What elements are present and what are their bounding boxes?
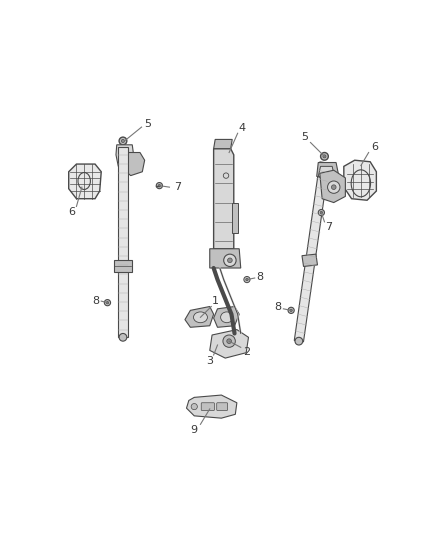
Text: 2: 2 xyxy=(244,347,251,357)
Circle shape xyxy=(321,152,328,160)
Polygon shape xyxy=(116,145,134,168)
Text: 7: 7 xyxy=(325,222,332,232)
Circle shape xyxy=(106,302,109,304)
Text: 6: 6 xyxy=(68,207,75,217)
Text: 5: 5 xyxy=(301,132,308,142)
Polygon shape xyxy=(124,152,145,175)
Text: 9: 9 xyxy=(191,425,198,435)
Polygon shape xyxy=(320,170,346,203)
Polygon shape xyxy=(317,163,339,180)
Ellipse shape xyxy=(194,312,208,322)
Polygon shape xyxy=(69,164,101,199)
Text: 3: 3 xyxy=(206,356,213,366)
Text: 8: 8 xyxy=(256,272,263,282)
Text: 8: 8 xyxy=(274,302,282,312)
Polygon shape xyxy=(185,306,214,327)
Polygon shape xyxy=(187,395,237,418)
Polygon shape xyxy=(214,149,234,249)
Polygon shape xyxy=(210,329,248,358)
Text: 6: 6 xyxy=(371,142,378,152)
FancyBboxPatch shape xyxy=(217,403,228,410)
Circle shape xyxy=(320,212,322,214)
Circle shape xyxy=(216,344,219,346)
Polygon shape xyxy=(344,160,376,200)
Circle shape xyxy=(227,339,231,343)
Circle shape xyxy=(318,209,325,216)
Circle shape xyxy=(224,254,236,266)
Polygon shape xyxy=(318,166,334,178)
Text: 8: 8 xyxy=(92,296,99,306)
Polygon shape xyxy=(302,254,318,266)
Circle shape xyxy=(290,309,292,311)
Circle shape xyxy=(223,335,235,348)
Polygon shape xyxy=(214,140,232,149)
Circle shape xyxy=(156,182,162,189)
FancyBboxPatch shape xyxy=(201,403,214,410)
Text: 4: 4 xyxy=(239,123,246,133)
Polygon shape xyxy=(117,147,128,337)
Polygon shape xyxy=(210,249,241,268)
Circle shape xyxy=(244,277,250,282)
Circle shape xyxy=(119,137,127,145)
Polygon shape xyxy=(113,260,132,272)
Circle shape xyxy=(121,140,124,142)
Circle shape xyxy=(295,337,303,345)
Ellipse shape xyxy=(221,312,233,322)
Circle shape xyxy=(323,155,326,158)
Circle shape xyxy=(158,184,161,187)
Polygon shape xyxy=(214,306,239,327)
Polygon shape xyxy=(294,162,329,342)
Circle shape xyxy=(191,403,198,410)
Circle shape xyxy=(332,185,336,189)
Text: 1: 1 xyxy=(212,296,219,306)
Circle shape xyxy=(104,300,110,306)
Circle shape xyxy=(119,334,127,341)
Circle shape xyxy=(228,258,232,263)
Circle shape xyxy=(288,308,294,313)
Circle shape xyxy=(328,181,340,193)
Circle shape xyxy=(246,278,248,281)
FancyBboxPatch shape xyxy=(232,203,238,233)
Circle shape xyxy=(214,342,221,348)
Text: 7: 7 xyxy=(173,182,181,192)
Text: 5: 5 xyxy=(144,119,151,129)
